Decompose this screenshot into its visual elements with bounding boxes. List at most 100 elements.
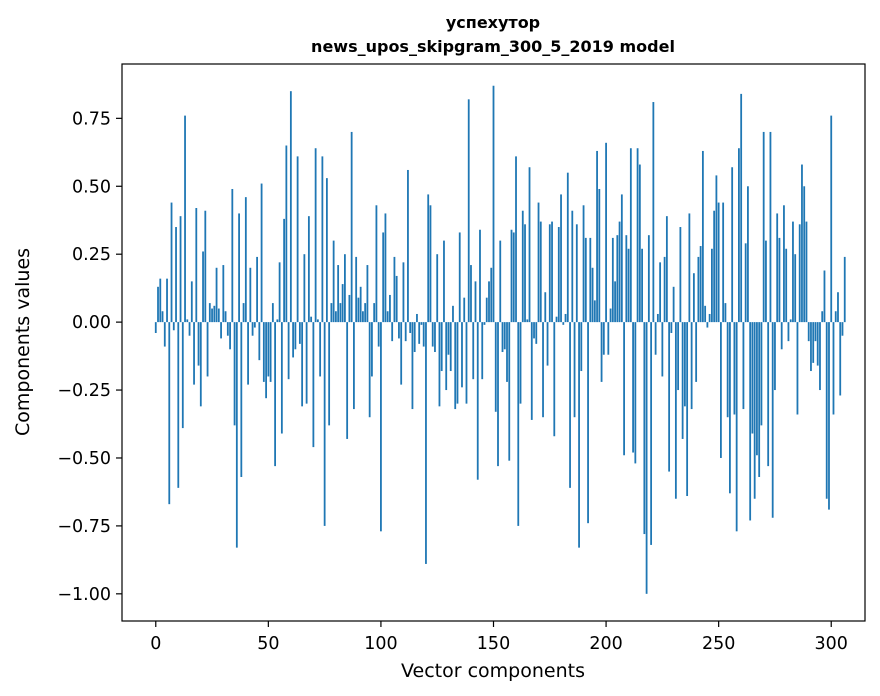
x-tick-label: 50 <box>257 634 279 654</box>
bar <box>584 237 587 323</box>
bar <box>614 281 616 323</box>
bar <box>157 286 159 323</box>
bar <box>758 322 761 477</box>
bar <box>427 194 430 323</box>
bar <box>368 322 371 418</box>
y-tick-label: 0.50 <box>72 177 111 197</box>
bar <box>407 169 409 323</box>
y-tick-label: 0.25 <box>72 245 111 265</box>
bar <box>819 322 821 391</box>
bar <box>380 322 382 532</box>
bar <box>530 322 533 420</box>
bar <box>672 286 675 323</box>
bar <box>449 322 452 372</box>
bar <box>575 224 578 323</box>
bar <box>177 322 180 488</box>
bar <box>816 322 819 366</box>
bar <box>704 305 707 323</box>
bar <box>461 322 463 388</box>
bar <box>841 322 844 336</box>
bar <box>670 322 673 333</box>
bar <box>206 322 209 377</box>
bar <box>767 322 770 467</box>
bar <box>479 229 481 323</box>
bar <box>445 322 448 391</box>
bar <box>562 322 565 325</box>
bar <box>364 303 367 323</box>
bar <box>154 322 157 333</box>
bar <box>285 145 288 323</box>
bar <box>524 224 526 323</box>
bar <box>688 213 691 323</box>
bar <box>665 216 668 323</box>
bar <box>683 322 686 407</box>
bar <box>229 322 231 350</box>
bar <box>307 216 310 323</box>
bar <box>440 322 443 372</box>
bar <box>238 213 240 323</box>
bar <box>287 322 290 380</box>
bar <box>720 322 722 458</box>
bar <box>161 311 164 323</box>
bar <box>438 322 441 407</box>
bar <box>420 322 423 325</box>
bar <box>733 322 736 415</box>
bar <box>166 278 168 323</box>
bar <box>699 246 702 323</box>
bar <box>548 224 551 323</box>
bar <box>476 322 479 480</box>
bar <box>753 322 756 499</box>
bar <box>839 322 842 396</box>
bar <box>659 262 662 323</box>
bar <box>618 221 621 323</box>
bar <box>776 213 779 323</box>
bar <box>557 227 560 323</box>
bar <box>796 322 799 415</box>
bar <box>537 202 540 323</box>
bar <box>249 267 252 323</box>
bar <box>652 102 655 323</box>
bar <box>258 322 261 361</box>
bar <box>220 322 222 339</box>
bar <box>391 322 394 342</box>
bar <box>204 210 207 323</box>
bar <box>483 322 486 325</box>
bar <box>634 322 637 464</box>
bar <box>443 240 445 323</box>
bar <box>623 322 625 456</box>
x-tick-label: 300 <box>815 634 848 654</box>
bar <box>481 322 484 380</box>
bar <box>551 221 553 323</box>
bar <box>436 254 439 323</box>
bar <box>769 131 772 323</box>
bar <box>463 297 466 323</box>
bar <box>650 322 653 545</box>
bar <box>654 322 657 355</box>
bar <box>193 322 195 385</box>
bar <box>792 221 794 323</box>
bar <box>346 322 349 439</box>
bar <box>711 248 713 323</box>
bar <box>389 294 391 323</box>
bar <box>159 278 162 323</box>
bar <box>571 210 574 323</box>
bar <box>510 229 513 323</box>
x-tick-label: 100 <box>364 634 397 654</box>
bar <box>447 322 450 355</box>
bar <box>616 235 619 323</box>
bar <box>692 273 695 323</box>
bar <box>314 148 317 323</box>
bar <box>580 322 583 372</box>
x-tick-label: 0 <box>150 634 161 654</box>
bar <box>472 322 475 380</box>
bar <box>573 322 576 418</box>
bar <box>611 237 614 323</box>
bar <box>643 322 646 535</box>
y-tick-label: 0.75 <box>72 109 111 129</box>
bar <box>353 322 355 410</box>
bar <box>181 322 184 429</box>
bar <box>638 164 641 323</box>
bar <box>830 115 833 323</box>
bar <box>283 218 286 323</box>
